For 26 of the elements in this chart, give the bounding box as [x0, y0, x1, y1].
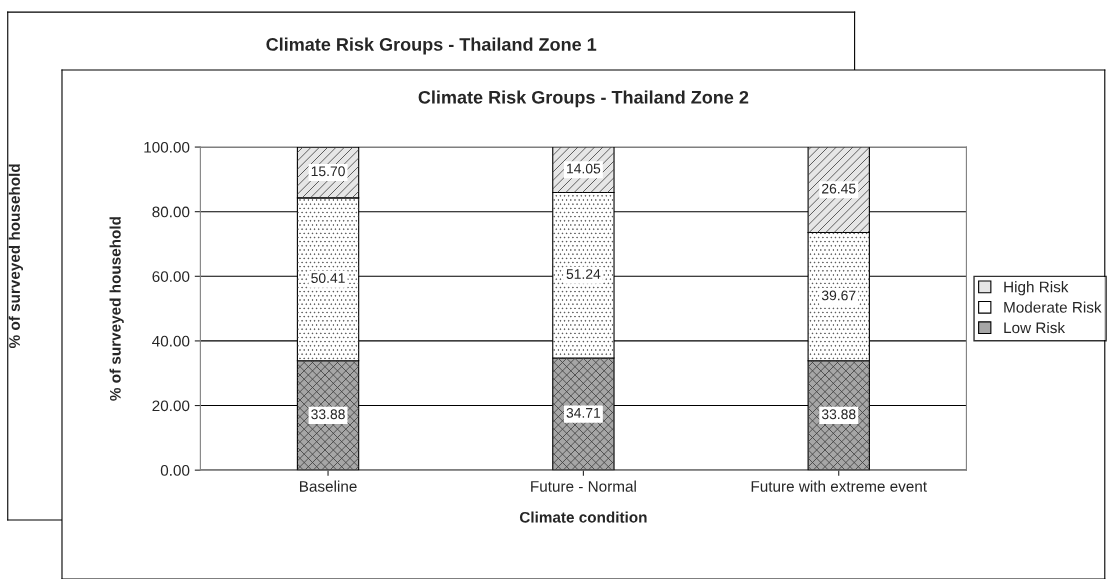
x-tick-label: Future - Normal: [531, 480, 636, 492]
text: Climate Risk Groups - Thailand Zone 1: [266, 37, 597, 55]
legend-label: High Risk: [1004, 281, 1069, 296]
data-label: 33.88: [821, 409, 856, 420]
data-label: 15.70: [311, 166, 345, 177]
y-tick-label: 20.00: [152, 400, 190, 412]
data-label: 51.24: [566, 269, 601, 279]
data-label: 33.88: [311, 409, 345, 420]
data-label: 39.67: [821, 290, 856, 301]
x-axis-title: Climate condition: [519, 511, 647, 523]
y-axis-title: % of surveyed household: [109, 217, 124, 401]
legend-label: Moderate Risk: [1004, 301, 1102, 313]
chart-title: Climate Risk Groups - Thailand Zone 2: [418, 90, 749, 108]
y-tick-label: 60.00: [152, 271, 190, 282]
y-tick-label: 100.00: [144, 141, 190, 153]
y-tick-label: 0.00: [160, 465, 190, 476]
y-tick-label: 80.00: [152, 206, 190, 218]
legend-label: Low Risk: [1004, 321, 1066, 334]
x-tick-label: Future with extreme event: [751, 480, 927, 492]
data-label: 34.71: [566, 407, 601, 418]
data-label: 14.05: [567, 163, 601, 174]
y-tick-label: 40.00: [152, 335, 190, 347]
x-tick-label: Baseline: [299, 480, 357, 492]
text: % of surveyed household: [8, 164, 23, 349]
data-label: 50.41: [311, 273, 345, 283]
data-label: 26.45: [822, 183, 856, 194]
